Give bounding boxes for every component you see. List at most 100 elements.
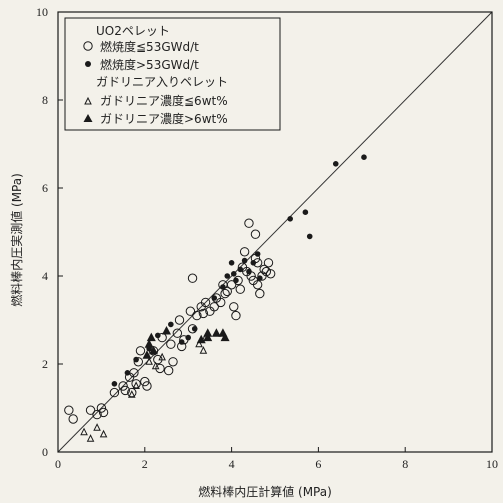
point-filled-triangle bbox=[196, 334, 206, 344]
y-tick-label: 8 bbox=[42, 93, 48, 107]
point-open-circle bbox=[163, 365, 174, 376]
point-open-circle bbox=[229, 302, 239, 312]
point-filled-circle bbox=[332, 161, 339, 167]
point-filled-circle bbox=[246, 268, 252, 275]
point-filled-triangle bbox=[220, 332, 230, 342]
point-open-circle bbox=[109, 387, 120, 398]
point-filled-triangle bbox=[211, 328, 221, 337]
point-open-circle bbox=[226, 280, 237, 290]
legend-marker-open-circle bbox=[83, 41, 93, 51]
legend-label-gd-high: ガドリニア濃度>6wt% bbox=[100, 111, 228, 126]
point-open-circle bbox=[235, 284, 245, 294]
point-filled-triangle bbox=[203, 328, 213, 337]
point-filled-triangle bbox=[142, 350, 152, 359]
point-filled-circle bbox=[302, 209, 309, 215]
reference-line-y-equals-x bbox=[57, 11, 493, 453]
legend-marker-filled-circle bbox=[85, 61, 91, 67]
point-filled-circle bbox=[220, 284, 226, 290]
point-open-circle bbox=[261, 266, 272, 277]
point-open-circle bbox=[64, 405, 74, 415]
legend-label-high-burnup: 燃焼度>53GWd/t bbox=[100, 57, 199, 72]
point-open-triangle bbox=[99, 429, 108, 438]
point-filled-circle bbox=[241, 257, 248, 264]
legend: UO2ペレット 燃焼度≦53GWd/t 燃焼度>53GWd/t ガドリニア入りペ… bbox=[64, 17, 281, 131]
point-filled-circle bbox=[191, 326, 198, 332]
point-open-circle bbox=[120, 385, 130, 396]
y-tick-label: 4 bbox=[42, 269, 48, 283]
point-open-triangle bbox=[145, 357, 153, 365]
point-open-triangle bbox=[86, 434, 95, 442]
point-open-circle bbox=[222, 286, 232, 297]
point-open-triangle bbox=[80, 427, 88, 436]
point-filled-circle bbox=[228, 260, 235, 266]
y-tick-label: 10 bbox=[36, 5, 48, 19]
x-tick-label: 2 bbox=[142, 457, 148, 471]
point-filled-circle bbox=[168, 321, 174, 328]
point-filled-circle bbox=[133, 356, 139, 363]
point-filled-circle bbox=[237, 266, 244, 273]
point-filled-triangle bbox=[203, 332, 213, 342]
point-open-triangle bbox=[151, 361, 160, 370]
point-open-circle bbox=[244, 218, 254, 228]
point-open-circle bbox=[172, 328, 183, 338]
point-open-circle bbox=[220, 288, 230, 299]
point-filled-circle bbox=[111, 381, 118, 387]
x-tick-label: 0 bbox=[55, 457, 61, 471]
point-open-triangle bbox=[127, 390, 136, 398]
point-filled-circle bbox=[250, 260, 257, 266]
point-filled-circle bbox=[178, 339, 185, 345]
point-filled-circle bbox=[124, 370, 131, 376]
axis-ticks: 0 2 4 6 8 10 0 2 4 6 8 10 bbox=[36, 5, 498, 471]
point-open-circle bbox=[259, 264, 269, 275]
point-open-circle bbox=[239, 247, 250, 257]
point-open-circle bbox=[265, 269, 276, 279]
point-open-circle bbox=[252, 280, 263, 290]
legend-box bbox=[64, 17, 281, 131]
point-open-circle bbox=[140, 376, 150, 387]
point-open-circle bbox=[185, 306, 196, 316]
point-open-circle bbox=[250, 229, 261, 239]
point-open-circle bbox=[168, 357, 178, 367]
plot-area: 0 2 4 6 8 10 0 2 4 6 8 10 bbox=[36, 5, 498, 471]
point-filled-circle bbox=[224, 273, 231, 279]
point-open-circle bbox=[131, 379, 141, 389]
point-open-circle bbox=[98, 407, 109, 418]
point-open-circle bbox=[135, 346, 146, 356]
point-open-circle bbox=[142, 381, 152, 391]
point-open-circle bbox=[198, 308, 209, 319]
point-open-triangle bbox=[132, 381, 140, 389]
x-tick-label: 10 bbox=[486, 457, 498, 471]
point-open-circle bbox=[96, 403, 107, 413]
legend-label-low-burnup: 燃焼度≦53GWd/t bbox=[100, 39, 199, 54]
point-filled-circle bbox=[211, 295, 218, 301]
point-filled-circle bbox=[233, 277, 239, 284]
y-tick-label: 6 bbox=[42, 181, 48, 195]
point-open-circle bbox=[216, 297, 226, 308]
point-open-triangle bbox=[199, 346, 208, 354]
point-open-circle bbox=[255, 288, 265, 299]
point-filled-circle bbox=[361, 154, 367, 160]
point-open-triangle bbox=[158, 352, 166, 361]
point-filled-triangle bbox=[162, 326, 171, 335]
point-open-circle bbox=[92, 409, 102, 420]
point-open-circle bbox=[174, 315, 185, 325]
point-filled-circle bbox=[287, 216, 293, 222]
point-open-triangle bbox=[195, 339, 203, 348]
point-filled-circle bbox=[257, 275, 263, 282]
plot-frame bbox=[57, 11, 493, 453]
point-open-circle bbox=[192, 310, 202, 321]
y-tick-label: 0 bbox=[42, 445, 48, 459]
point-filled-circle bbox=[254, 251, 261, 257]
point-open-circle bbox=[187, 273, 198, 283]
point-filled-triangle bbox=[146, 332, 156, 342]
legend-heading-gd: ガドリニア入りペレット bbox=[96, 75, 228, 89]
point-open-circle bbox=[85, 405, 96, 415]
point-filled-circle bbox=[230, 271, 237, 277]
point-open-circle bbox=[133, 357, 143, 367]
x-tick-label: 6 bbox=[315, 457, 321, 471]
point-open-circle bbox=[231, 310, 241, 321]
point-open-circle bbox=[118, 381, 128, 391]
point-filled-circle bbox=[185, 334, 191, 341]
point-filled-triangle bbox=[148, 345, 158, 355]
